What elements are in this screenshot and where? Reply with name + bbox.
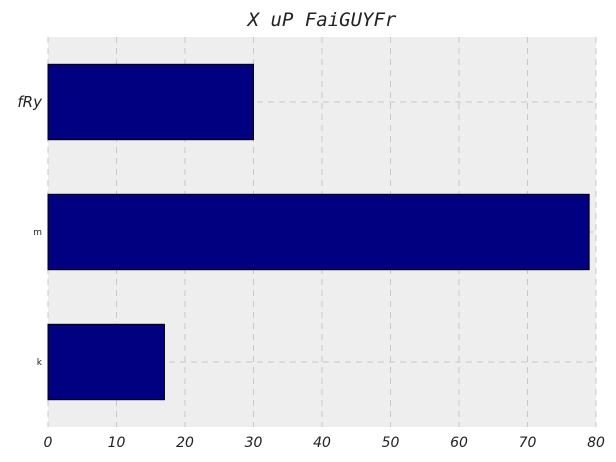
y-axis-ticks: k m fRy xyxy=(17,93,43,368)
x-axis-ticks: 0 10 20 30 40 50 60 70 80 xyxy=(44,435,605,451)
x-tick-label: 30 xyxy=(245,435,263,451)
bars xyxy=(47,63,590,401)
x-tick-label: 0 xyxy=(44,435,53,451)
bar-fRy xyxy=(47,63,254,141)
y-tick-label: k xyxy=(37,358,43,368)
y-tick-label: fRy xyxy=(17,93,43,111)
x-tick-label: 40 xyxy=(313,435,331,451)
x-tick-label: 10 xyxy=(108,435,126,451)
chart-title: X uP FaiGUYFr xyxy=(246,9,397,31)
bar-k xyxy=(47,323,165,401)
x-tick-label: 80 xyxy=(587,435,605,451)
x-tick-label: 50 xyxy=(382,435,400,451)
y-tick-label: m xyxy=(33,228,42,238)
x-tick-label: 60 xyxy=(450,435,468,451)
x-tick-label: 70 xyxy=(519,435,537,451)
x-tick-label: 20 xyxy=(176,435,194,451)
bar-m xyxy=(47,193,590,271)
